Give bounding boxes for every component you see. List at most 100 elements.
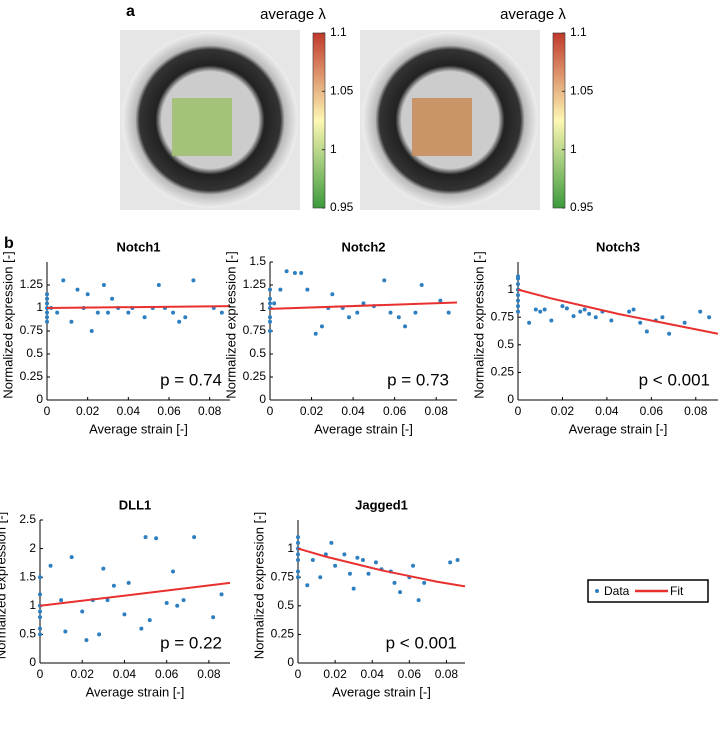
data-point [101,283,106,287]
data-point [533,307,538,312]
data-point [638,320,643,325]
x-tick-label: 0.06 [155,667,179,681]
chart: Notch2 Average strain [-] Normalized expre… [223,239,458,436]
series [297,547,466,588]
x-tick-label: 0 [295,667,302,681]
data-point [455,558,460,563]
data-point [667,331,672,336]
data-point [45,292,49,297]
data-point [448,560,453,565]
y-tick-label: 2 [29,541,36,555]
colorbar-title: average λ [260,6,326,23]
y-tick-label: 0.25 [20,369,44,383]
data-point [284,269,289,274]
data-point [45,310,49,315]
data-point [296,575,300,580]
data-point [609,318,614,323]
y-tick-label: 0.75 [243,323,267,337]
colorbar-tick-label: 1 [330,142,337,156]
data-point [85,292,90,297]
data-point [75,287,80,292]
data-point [333,563,338,568]
x-tick-label: 0.04 [113,667,137,681]
data-point [84,638,89,643]
data-point [296,569,300,574]
data-point [422,580,427,585]
y-tick-label: 0.25 [243,369,267,383]
data-point [660,315,665,320]
data-point [38,615,42,620]
y-tick-label: 0.75 [271,569,295,583]
x-tick-label: 0.06 [383,404,407,418]
data-point [38,575,42,580]
fit-line [297,547,466,588]
x-tick-label: 0.04 [117,404,141,418]
p-value: p = 0.73 [387,370,449,389]
data-point [627,309,632,314]
x-tick-label: 0.06 [640,404,664,418]
x-tick-label: 0.02 [323,667,347,681]
data-point [382,278,387,283]
data-point [416,598,421,603]
data-point [299,271,304,276]
data-point [707,315,712,320]
y-tick-label: 0 [507,392,514,406]
y-axis-label: Normalized expression [-] [223,251,238,398]
y-tick-label: 1.5 [19,569,36,583]
y-axis-label: Normalized expression [-] [0,512,8,659]
data-point [682,320,687,325]
data-point [110,296,115,301]
fit-line [269,301,458,310]
data-point [45,319,49,324]
data-point [101,566,106,571]
x-tick-label: 0.08 [197,667,221,681]
y-tick-label: 0.25 [491,365,515,379]
data-point [366,571,371,576]
data-point [59,598,64,603]
data-point [38,626,42,631]
data-point [698,309,703,314]
data-point [542,307,547,312]
y-tick-label: 0 [29,655,36,669]
y-tick-label: 1 [287,541,294,555]
y-tick-label: 1.5 [249,254,266,268]
data-point [296,552,300,557]
data-point [147,618,152,623]
chart-title: Jagged1 [355,497,408,512]
data-point [126,310,131,315]
chart-title: DLL1 [119,497,152,512]
p-value: p = 0.74 [160,370,222,389]
y-tick-label: 0.5 [26,346,43,360]
fit-line [517,288,719,335]
data-point [296,558,300,563]
data-point [398,590,403,595]
chart-title: Notch2 [341,239,385,254]
data-point [587,311,592,316]
data-point [38,592,42,597]
data-point [126,580,131,585]
y-tick-label: 0.5 [249,346,266,360]
data-point [80,609,85,614]
data-point [272,301,277,306]
series [296,535,460,603]
panel-label: a [126,3,135,20]
data-point [593,315,598,320]
data-point [388,310,393,315]
data-point [292,271,297,276]
data-point [438,298,443,303]
data-point [38,632,42,637]
colorbar-title: average λ [500,6,566,23]
data-point [346,315,351,320]
data-point [268,296,272,301]
data-point [446,310,451,315]
x-tick-label: 0.08 [198,404,222,418]
x-tick-label: 0.04 [595,404,619,418]
chart-title: Notch1 [116,239,160,254]
data-point [403,324,408,329]
data-point [319,324,324,329]
data-point [296,540,300,545]
y-tick-label: 1 [36,300,43,314]
data-point [69,319,74,324]
data-point [310,558,315,563]
chart: Jagged1 Average strain [-] Normalized expr… [251,497,466,699]
